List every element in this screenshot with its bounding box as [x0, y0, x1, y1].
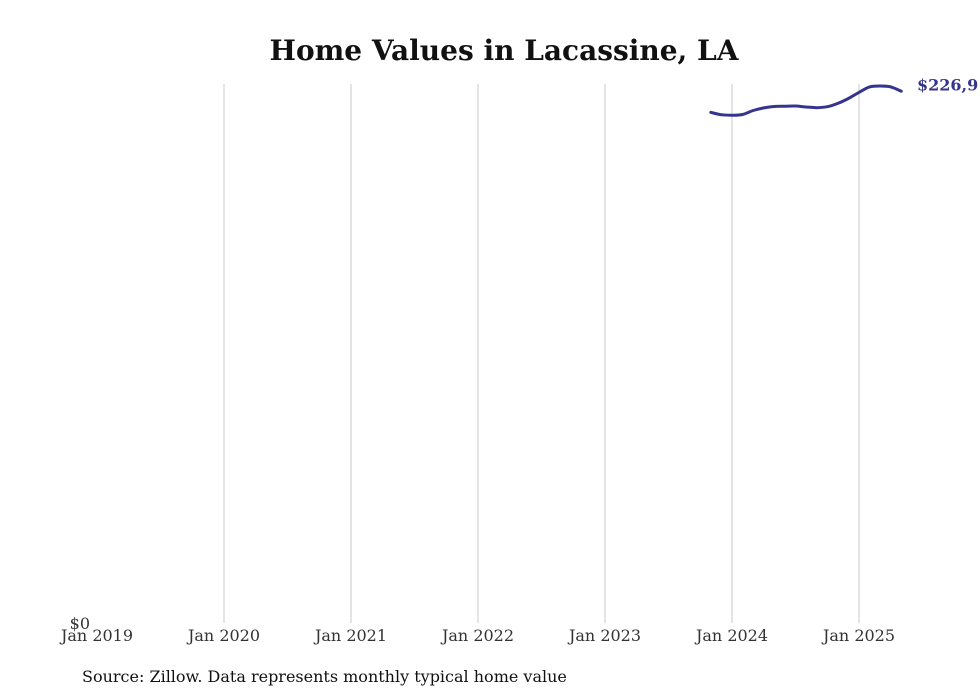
- end-value-label: $226,9: [917, 76, 978, 95]
- x-tick-label-0: Jan 2019: [59, 626, 133, 645]
- y-tick-label-0: $0: [70, 614, 90, 633]
- source-note: Source: Zillow. Data represents monthly …: [82, 667, 567, 686]
- series-layer: $226,9: [709, 76, 978, 117]
- x-tick-label-2: Jan 2021: [313, 626, 387, 645]
- x-axis-ticks: Jan 2019 Jan 2020 Jan 2021 Jan 2022 Jan 2023…: [59, 626, 895, 645]
- chart-title: Home Values in Lacassine, LA: [270, 34, 740, 67]
- x-tick-label-5: Jan 2024: [694, 626, 768, 645]
- x-tick-label-1: Jan 2020: [186, 626, 260, 645]
- grid-lines: [223, 84, 860, 623]
- series-line-0: [709, 84, 903, 117]
- x-tick-label-3: Jan 2022: [440, 626, 514, 645]
- x-tick-label-4: Jan 2023: [567, 626, 641, 645]
- x-tick-label-6: Jan 2025: [821, 626, 895, 645]
- chart: Home Values in Lacassine, LA Jan 2019 Jan…: [59, 34, 978, 645]
